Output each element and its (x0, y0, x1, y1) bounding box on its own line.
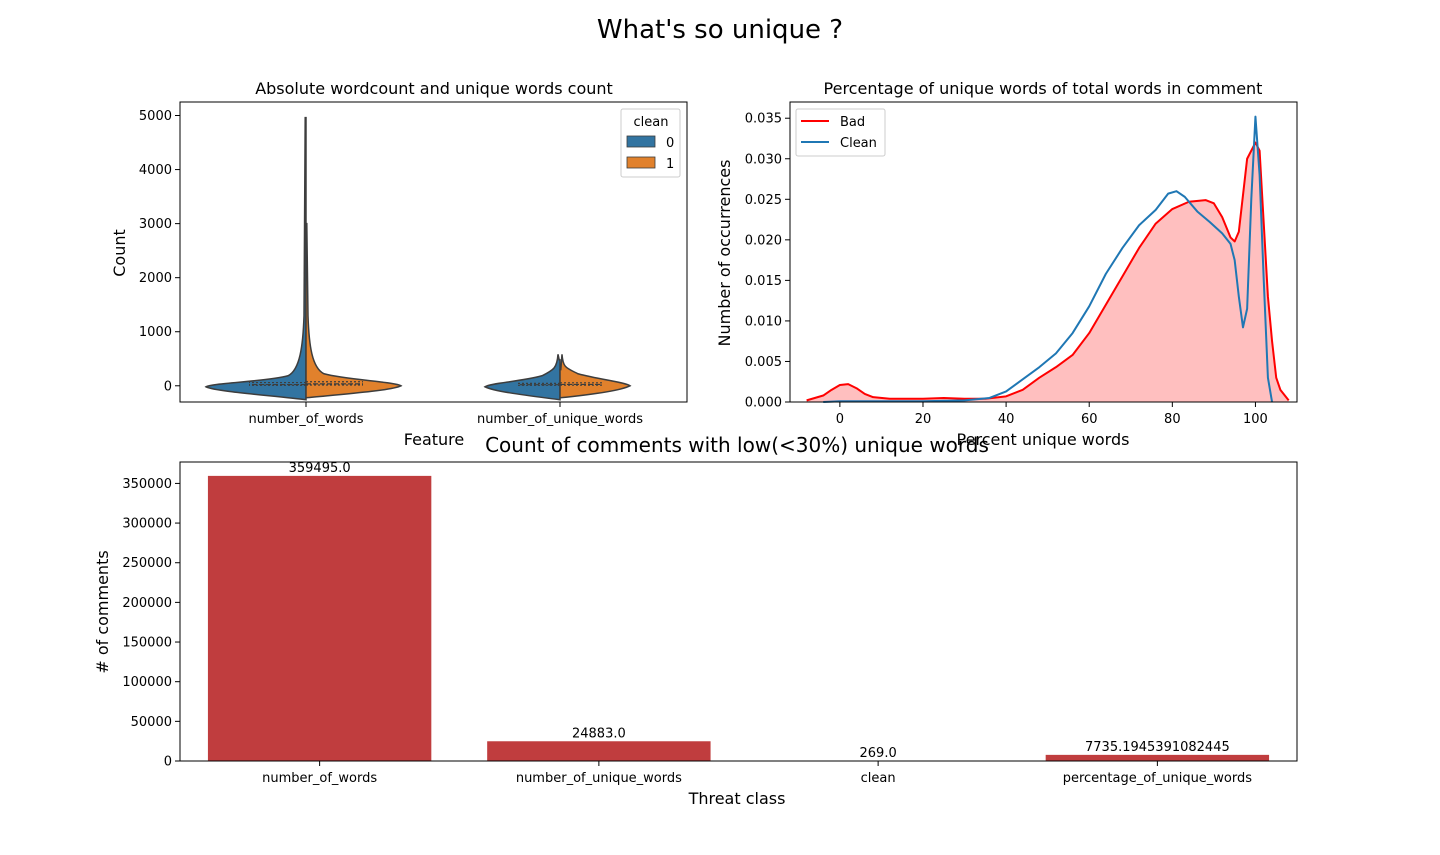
bar-data-label: 269.0 (860, 746, 897, 761)
bar-ytick-label: 0 (164, 755, 172, 770)
bar-ytick-label: 100000 (122, 675, 172, 690)
kde-xlabel: Percent unique words (957, 430, 1130, 449)
kde-ytick-label: 0.030 (745, 152, 782, 167)
bar-ylabel: # of comments (93, 550, 112, 673)
violin-legend-title: clean (634, 115, 669, 130)
bar-xtick-label: clean (861, 771, 896, 786)
violin-half-0-number_of_unique_words (483, 354, 561, 401)
violin-half-1-number_of_words (305, 222, 403, 399)
kde-xtick-label: 40 (998, 412, 1015, 427)
bar-xtick-label: percentage_of_unique_words (1063, 771, 1253, 786)
kde-ytick-label: 0.020 (745, 233, 782, 248)
violin-ytick-label: 0 (164, 379, 172, 394)
kde-legend: Bad Clean (795, 108, 886, 157)
bar-ytick-label: 150000 (122, 636, 172, 651)
violin-ylabel: Count (110, 229, 129, 277)
violin-axes-frame (179, 101, 688, 403)
violin-chart: Absolute wordcount and unique words coun… (110, 79, 688, 449)
violin-legend: clean 0 1 (620, 108, 681, 178)
bar-xtick-label: number_of_words (262, 771, 377, 786)
violin-xtick-label: number_of_unique_words (477, 412, 643, 427)
kde-xtick-label: 60 (1081, 412, 1098, 427)
violin-ytick-label: 5000 (139, 109, 172, 124)
bar-number_of_unique_words (487, 741, 711, 761)
bar-ytick-label: 300000 (122, 517, 172, 532)
bar-ytick-label: 250000 (122, 556, 172, 571)
violin-ytick-label: 4000 (139, 163, 172, 178)
violin-xlabel: Feature (404, 430, 464, 449)
bar-ytick-label: 50000 (131, 715, 172, 730)
kde-ytick-label: 0.035 (745, 112, 782, 127)
bar-ytick-label: 200000 (122, 596, 172, 611)
bar-chart: Count of comments with low(<30%) unique … (93, 433, 1298, 808)
bar-xtick-label: number_of_unique_words (516, 771, 682, 786)
bar-title: Count of comments with low(<30%) unique … (485, 433, 989, 457)
bar-ytick-label: 350000 (122, 477, 172, 492)
bar-data-label: 7735.1945391082445 (1085, 740, 1230, 755)
kde-ytick-label: 0.000 (745, 396, 782, 411)
kde-plot-area: 0.000 0.005 0.010 0.015 0.020 0.025 0.030 0.035… (745, 101, 1298, 427)
kde-legend-label-clean: Clean (840, 136, 877, 151)
bar-data-label: 24883.0 (572, 726, 626, 741)
kde-ytick-label: 0.010 (745, 314, 782, 329)
kde-ytick-label: 0.005 (745, 355, 782, 370)
violin-ytick-label: 1000 (139, 325, 172, 340)
bar-number_of_words (207, 475, 432, 761)
kde-legend-label-bad: Bad (840, 115, 865, 130)
violin-ytick-label: 2000 (139, 271, 172, 286)
violin-legend-swatch-1 (626, 156, 656, 169)
bar-axes-frame (179, 461, 1298, 762)
violin-legend-swatch-0 (626, 135, 656, 148)
kde-ytick-label: 0.025 (745, 193, 782, 208)
bar-data-label: 359495.0 (289, 461, 351, 476)
kde-xtick-label: 0 (836, 412, 844, 427)
figure-suptitle: What's so unique ? (597, 15, 843, 45)
bar-percentage_of_unique_words (1045, 754, 1270, 761)
kde-ytick-label: 0.015 (745, 274, 782, 289)
violin-xtick-label: number_of_words (249, 412, 364, 427)
kde-xtick-label: 20 (915, 412, 932, 427)
kde-title: Percentage of unique words of total word… (824, 79, 1263, 98)
violin-legend-label-0: 0 (666, 136, 674, 151)
bar-plot-area: 359495.0 number_of_words 24883.0 number_of_… (122, 461, 1298, 786)
kde-xtick-label: 80 (1164, 412, 1181, 427)
kde-area-bad (806, 142, 1289, 403)
kde-ylabel: Number of occurrences (715, 160, 734, 347)
bar-xlabel: Threat class (688, 789, 786, 808)
violin-ytick-label: 3000 (139, 217, 172, 232)
violin-title: Absolute wordcount and unique words coun… (255, 79, 613, 98)
violin-plot-area: 0 1000 2000 3000 4000 5000 number_of_words numb… (139, 101, 688, 427)
violin-half-1-number_of_unique_words (559, 354, 632, 399)
violin-half-0-number_of_words (204, 116, 307, 401)
kde-xtick-label: 100 (1243, 412, 1268, 427)
kde-chart: Percentage of unique words of total word… (715, 79, 1298, 449)
kde-axes-frame (789, 101, 1298, 403)
violin-legend-label-1: 1 (666, 157, 674, 172)
kde-line-clean (823, 115, 1274, 403)
